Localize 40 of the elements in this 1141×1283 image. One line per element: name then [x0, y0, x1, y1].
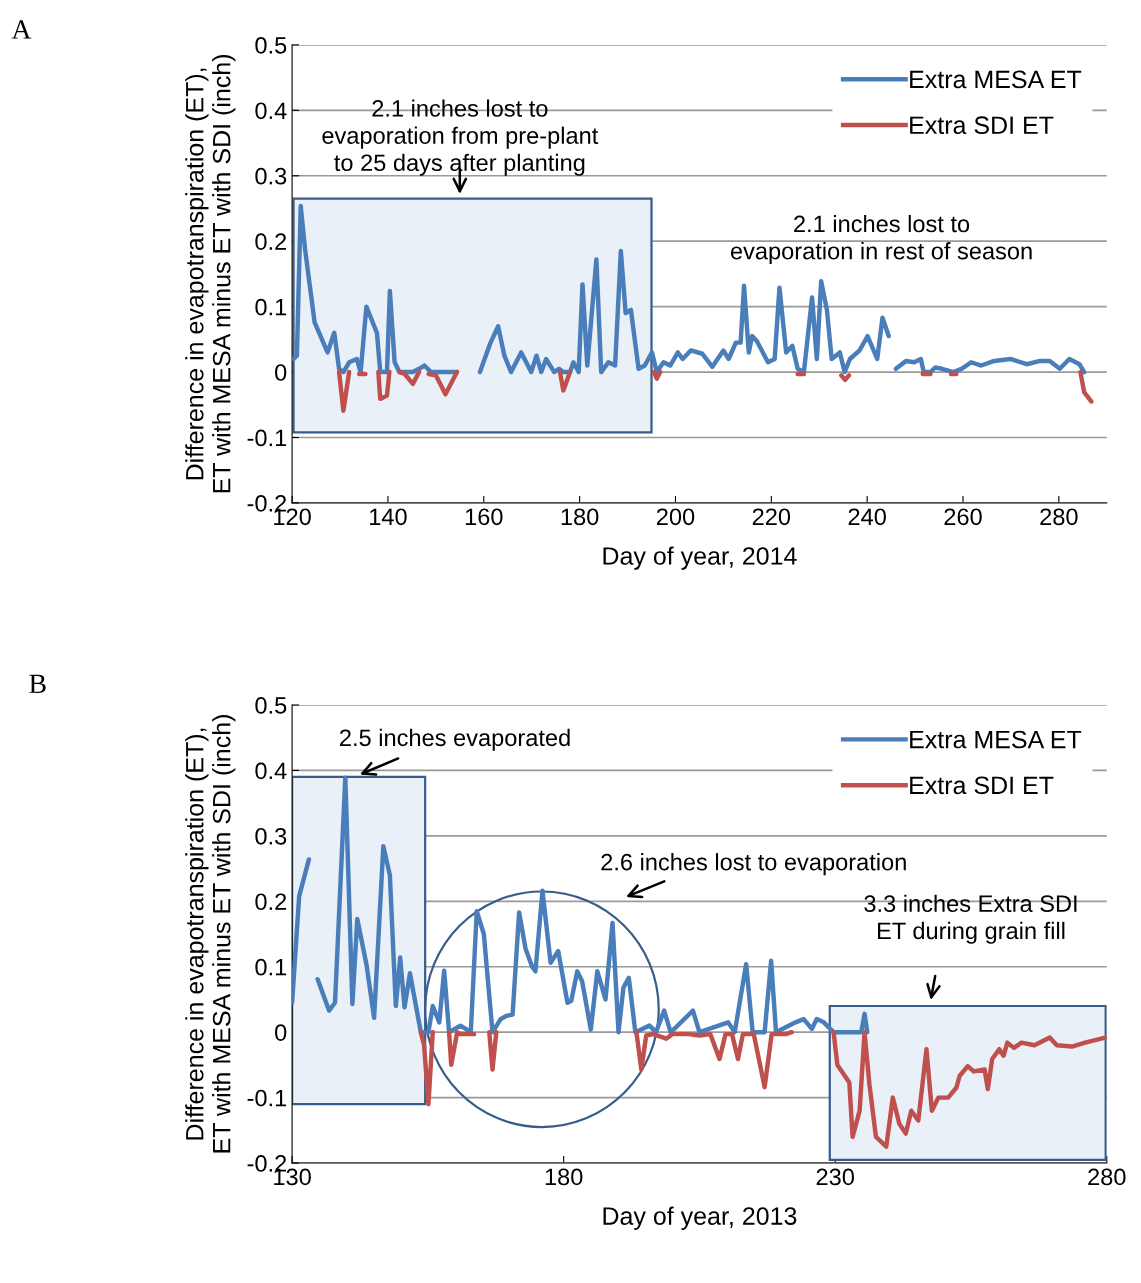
annotation: 2.5 inches evaporated	[340, 728, 570, 751]
y-tick-label: 0.5	[255, 36, 287, 54]
x-tick-label: 280	[1040, 508, 1078, 526]
legend-label: Extra SDI ET	[910, 116, 1054, 135]
text: B	[29, 674, 46, 693]
x-tick-label: 160	[465, 508, 503, 526]
y-tick-label: 0	[275, 364, 287, 381]
x-tick-label: 180	[545, 1168, 583, 1186]
x-tick-label: 240	[848, 508, 886, 526]
y-tick-label: -0.1	[247, 1089, 287, 1107]
y-tick-label: 0.4	[255, 762, 287, 780]
text: A	[11, 20, 32, 39]
y-tick-label: 0.2	[255, 893, 287, 911]
legend-label: Extra SDI ET	[910, 776, 1054, 795]
x-tick-label: 220	[752, 508, 791, 526]
x-tick-label: 140	[370, 508, 407, 526]
y-tick-label: 0.4	[255, 102, 287, 120]
y-tick-label: 0.1	[255, 298, 287, 316]
y-tick-label: 0.2	[255, 233, 287, 250]
legend-label: Extra MESA ET	[910, 70, 1082, 89]
y-tick-label: 0	[275, 1024, 287, 1041]
x-tick-label: 200	[656, 508, 695, 526]
x-axis-title: Day of year, 2014	[603, 546, 797, 570]
y-tick-label: 0.1	[255, 958, 287, 976]
annotation: 2.6 inches lost to evaporation	[601, 853, 906, 876]
y-tick-label: 0.3	[255, 167, 287, 185]
annotation: 3.3 inches Extra SDI ET during grain fill	[864, 894, 1077, 944]
y-axis-title: Difference in evapotranspiration (ET), ET with MESA minus ET with SDI (inch)	[185, 55, 236, 493]
x-tick-label: 280	[1088, 1168, 1126, 1186]
y-tick-label: 0.3	[255, 827, 287, 845]
annotation: 2.1 inches lost to evaporation from pre-plant to 25 days after planting	[322, 99, 599, 176]
y-tick-label: -0.1	[247, 429, 287, 447]
legend-label: Extra MESA ET	[910, 730, 1082, 749]
y-axis-title: Difference in evapotranspiration (ET), ET with MESA minus ET with SDI (inch)	[185, 715, 236, 1153]
y-tick-label: 0.5	[255, 697, 287, 714]
x-axis-title: Day of year, 2013	[603, 1206, 797, 1230]
annotation: 2.1 inches lost to evaporation in rest of season	[730, 214, 1032, 265]
x-tick-label: 230	[816, 1168, 854, 1186]
x-tick-label: 180	[561, 508, 599, 526]
x-tick-label: 260	[944, 508, 982, 526]
